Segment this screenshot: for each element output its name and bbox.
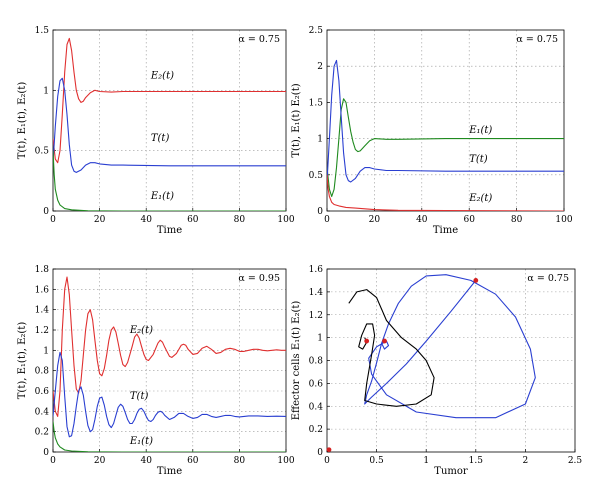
x-tick-label: 60 [187,215,199,225]
series-label-T: T(t) [151,133,170,144]
chart-panel-bottom-right: 0 0.5 1 1.5 2 2.5 0 0.2 0.4 0.6 0.8 1 1.2 1.4 1.6 α = 0… [291,265,582,477]
x-axis-label: Time [433,225,458,236]
series-label-T: T(t) [130,391,149,402]
x-tick-label: 0 [324,456,330,466]
y-axis-label: T(t), E₁(t), E₂(t) [17,322,28,400]
chart-panel-top-left: 0 20 40 60 80 100 0 0.5 1 1.5 E₂(t) T(t) E₁(t) α = 0.… [17,26,295,236]
y-tick-label: 1.5 [35,26,50,36]
y-tick-label: 0.8 [309,357,324,367]
x-tick-label: 20 [94,456,106,466]
y-axis-label: T(t), E₁(t), E₂(t) [17,82,28,160]
x-tick-label: 2 [523,456,529,466]
series-line-phase2 [348,289,435,407]
y-tick-label: 0.5 [35,147,50,157]
y-tick-label: 0.4 [309,402,324,412]
x-axis-label: Time [157,225,182,236]
x-tick-label: 0 [50,215,56,225]
point-marker [382,338,387,344]
x-tick-label: 80 [234,456,246,466]
x-tick-label: 0 [324,215,330,225]
chart-panel-top-right: 0 20 40 60 80 100 0 0.5 1 1.5 2 2.5 E₁(t) T(t) E₂(t) α … [291,26,573,236]
x-tick-label: 20 [369,215,381,225]
series-line-T [53,77,286,173]
x-tick-label: 100 [555,215,572,225]
y-tick-label: 2 [317,62,323,72]
y-tick-label: 1.4 [309,288,324,298]
series-label-E1: E₁(t) [468,125,492,136]
y-tick-label: 1.2 [35,326,49,336]
x-tick-label: 1.5 [469,456,484,466]
y-tick-label: 0.5 [309,171,324,181]
y-axis-label: Effector cells E₁(t) E₂(t) [291,301,302,421]
y-tick-label: 1 [43,86,49,96]
x-tick-label: 2.5 [568,456,583,466]
x-axis-label: Time [157,466,182,477]
x-tick-label: 40 [140,456,152,466]
y-tick-label: 0 [43,207,49,217]
x-tick-label: 100 [277,215,294,225]
y-tick-label: 1.6 [35,285,50,295]
series-label-E2: E₂(t) [150,70,174,81]
y-tick-label: 1.6 [309,265,324,275]
point-marker [473,278,479,283]
y-axis-label: T(t), E₁(t) E₂(t) [291,83,302,157]
y-tick-label: 1.2 [309,311,323,321]
x-axis-label: Tumor [434,466,468,477]
alpha-annotation: α = 0.75 [527,273,569,284]
y-tick-label: 0.2 [309,425,323,435]
series-label-E2: E₂(t) [468,193,492,204]
y-tick-label: 0.4 [35,407,50,417]
y-tick-label: 1 [317,135,323,145]
point-marker [326,447,332,453]
series-line-E2 [53,37,286,164]
series-line-E2 [327,174,564,211]
y-tick-label: 1.5 [309,98,324,108]
x-tick-label: 80 [234,215,246,225]
y-tick-label: 0.2 [35,428,49,438]
series-line-T [327,59,564,183]
series-label-E1: E₁(t) [129,436,153,447]
chart-panel-bottom-left: 0 20 40 60 80 100 0 0.2 0.4 0.6 0.8 1 1.2 1.4 1.6 1.8 E₂… [17,265,295,477]
series-line-E1 [53,421,286,452]
plot-frame [326,29,565,212]
y-tick-label: 1.4 [35,306,50,316]
x-tick-label: 20 [94,215,106,225]
series-line-phase [364,274,536,419]
series-line-E2 [53,276,286,417]
series-line-T [53,351,286,438]
x-tick-label: 100 [277,456,294,466]
point-marker [364,338,370,344]
x-tick-label: 40 [140,215,152,225]
y-tick-label: 1.8 [35,265,50,275]
series-line-E1 [327,98,564,198]
x-tick-label: 1 [423,456,429,466]
x-tick-label: 80 [511,215,523,225]
y-tick-label: 0.6 [309,379,324,389]
series-label-T: T(t) [469,154,488,165]
y-tick-label: 0 [43,448,49,458]
alpha-annotation: α = 0.75 [516,34,558,45]
y-tick-label: 0.8 [35,367,50,377]
y-tick-label: 2.5 [309,26,324,36]
series-line-E1 [53,150,286,211]
series-label-E2: E₂(t) [129,325,153,336]
plot-frame [52,29,287,212]
y-tick-label: 1 [43,346,49,356]
alpha-annotation: α = 0.75 [238,34,280,45]
x-tick-label: 0.5 [369,456,384,466]
y-tick-label: 0.6 [35,387,50,397]
y-tick-label: 1 [317,334,323,344]
x-tick-label: 60 [463,215,475,225]
alpha-annotation: α = 0.95 [238,273,280,284]
y-tick-label: 0 [317,207,323,217]
x-tick-label: 0 [50,456,56,466]
x-tick-label: 40 [416,215,428,225]
y-tick-label: 0 [317,448,323,458]
x-tick-label: 60 [187,456,199,466]
series-label-E1: E₁(t) [150,191,174,202]
